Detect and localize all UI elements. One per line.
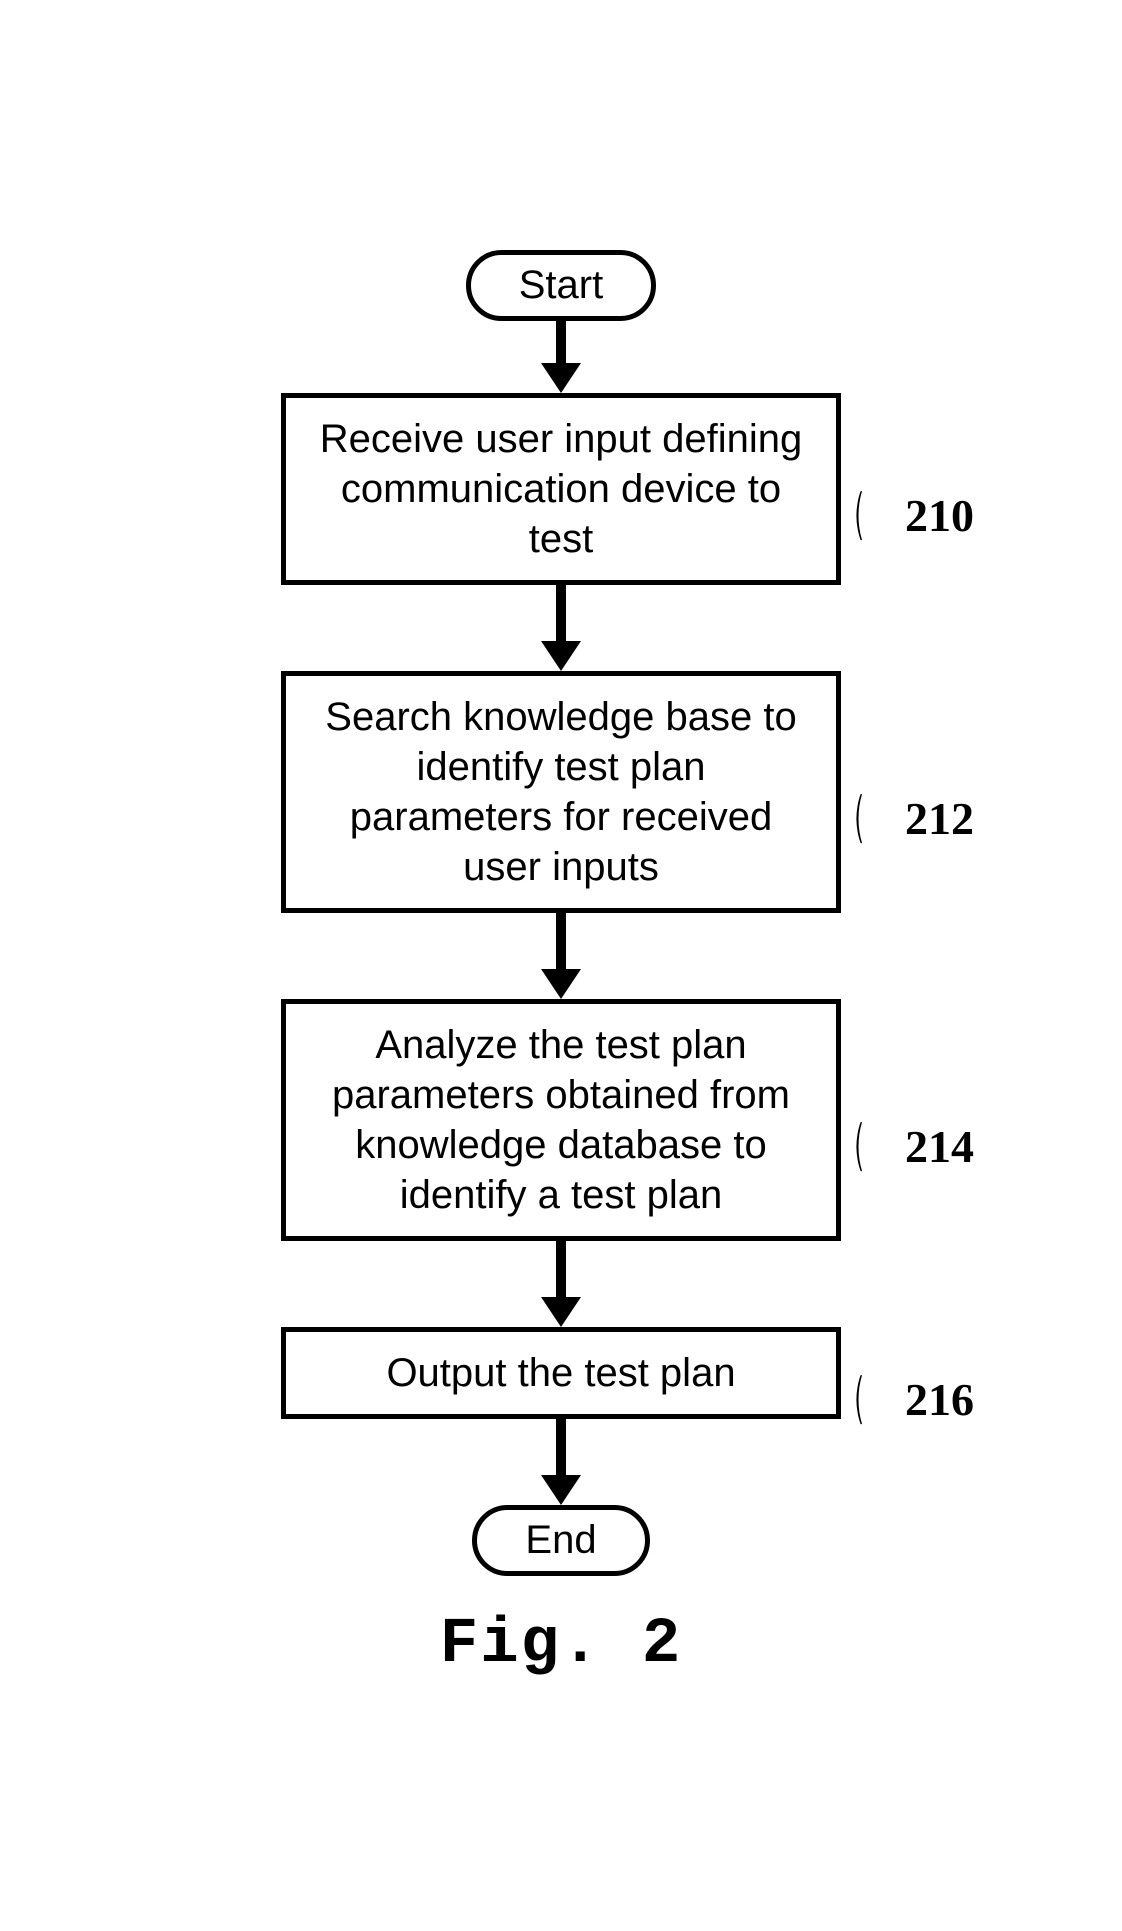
process-box: Receive user input defining communicatio…: [281, 393, 841, 585]
ref-connector: ⏝ 214: [847, 1120, 974, 1173]
ref-number: 214: [905, 1120, 974, 1173]
arrow-shaft: [556, 1241, 566, 1299]
ref-number: 216: [905, 1373, 974, 1426]
arrow-shaft: [556, 913, 566, 971]
process-row-214: Analyze the test plan parameters obtaine…: [281, 999, 841, 1241]
terminal-start: Start: [466, 250, 656, 321]
arrow: [541, 913, 581, 999]
arrow-head-icon: [541, 969, 581, 999]
ref-connector: ⏝ 212: [847, 792, 974, 845]
ref-connector: ⏝ 210: [847, 489, 974, 542]
arrow-head-icon: [541, 363, 581, 393]
brace-icon: ⏝: [862, 491, 883, 541]
terminal-end: End: [472, 1505, 649, 1576]
arrow: [541, 585, 581, 671]
flowchart-container: Start Receive user input defining commun…: [281, 250, 841, 1576]
ref-number: 212: [905, 792, 974, 845]
arrow: [541, 321, 581, 393]
arrow: [541, 1241, 581, 1327]
ref-number: 210: [905, 489, 974, 542]
brace-icon: ⏝: [862, 1122, 883, 1172]
arrow-head-icon: [541, 641, 581, 671]
arrow-shaft: [556, 1419, 566, 1477]
arrow-shaft: [556, 321, 566, 365]
process-box: Output the test plan: [281, 1327, 841, 1419]
brace-icon: ⏝: [862, 794, 883, 844]
ref-connector: ⏝ 216: [847, 1373, 974, 1426]
process-box: Search knowledge base to identify test p…: [281, 671, 841, 913]
process-row-210: Receive user input defining communicatio…: [281, 393, 841, 585]
arrow-shaft: [556, 585, 566, 643]
arrow-head-icon: [541, 1297, 581, 1327]
arrow-head-icon: [541, 1475, 581, 1505]
process-box: Analyze the test plan parameters obtaine…: [281, 999, 841, 1241]
process-row-212: Search knowledge base to identify test p…: [281, 671, 841, 913]
figure-caption: Fig. 2: [440, 1609, 682, 1681]
arrow: [541, 1419, 581, 1505]
brace-icon: ⏝: [862, 1375, 883, 1425]
process-row-216: Output the test plan ⏝ 216: [281, 1327, 841, 1419]
